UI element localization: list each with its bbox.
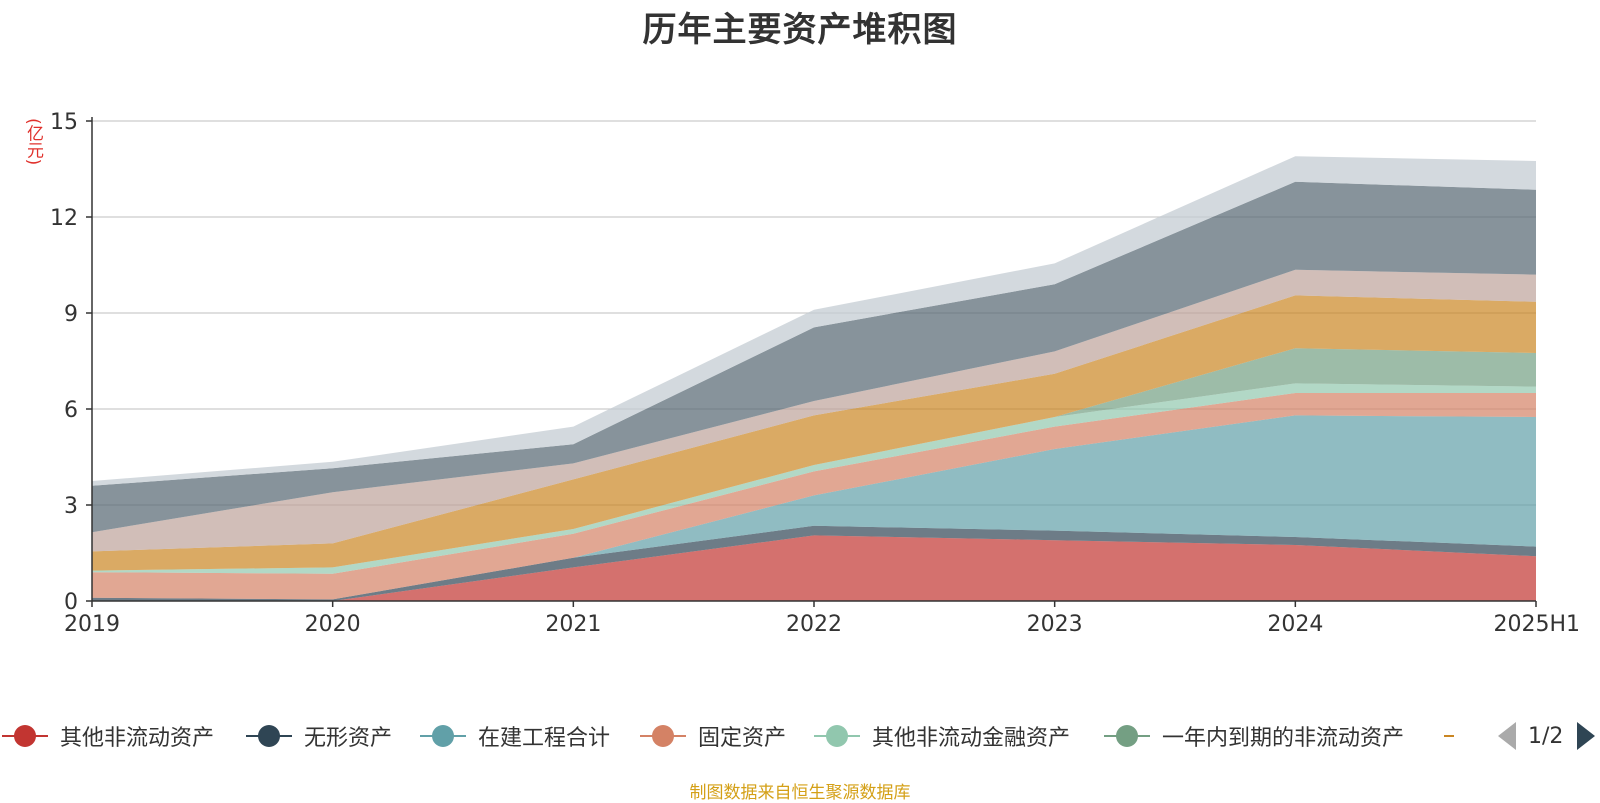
series-area-9 <box>92 156 1536 486</box>
legend-label: 一年内到期的非流动资产 <box>1162 726 1405 751</box>
x-tick-label: 2023 <box>1027 612 1083 637</box>
x-tick-label: 2025H1 <box>1493 612 1580 637</box>
stacked-area-chart: 0 3 6 9 12 15 2019 2020 2021 2022 2023 2024 2025H1 <box>50 110 1580 637</box>
series-area-3 <box>92 393 1536 600</box>
legend-label: 无形资产 <box>304 726 393 751</box>
y-tick-label: 12 <box>50 206 78 231</box>
legend-item[interactable]: 其他非流动金融资产 <box>812 716 1070 756</box>
x-tick-label: 2022 <box>786 612 842 637</box>
chart-title: 历年主要资产堆积图 <box>642 10 958 50</box>
legend-label: 其他非流动金融资产 <box>872 726 1071 751</box>
y-tick-label: 3 <box>64 494 78 519</box>
legend-item[interactable]: 其他非流动资产 <box>0 716 214 756</box>
legend-marker-icon <box>0 716 50 756</box>
legend-item[interactable]: 一年内到期的非流动资产 <box>1102 716 1404 756</box>
y-tick-label: 0 <box>64 590 78 615</box>
series-area-5 <box>92 348 1536 571</box>
x-tick-label: 2020 <box>305 612 361 637</box>
legend-next-page-icon[interactable] <box>1577 722 1596 750</box>
legend-label: 在建工程合计 <box>478 726 611 751</box>
y-axis-unit-label: (亿元) <box>23 118 43 166</box>
legend-item[interactable] <box>1440 716 1462 756</box>
source-note: 制图数据来自恒生聚源数据库 <box>689 783 911 803</box>
y-tick-label: 15 <box>50 110 78 135</box>
series-area-6 <box>92 295 1536 571</box>
legend-label: 固定资产 <box>698 726 787 751</box>
legend-pager: 1/2 <box>1498 716 1596 756</box>
legend-marker-icon <box>638 716 688 756</box>
series-area-2 <box>92 415 1536 600</box>
y-tick-label: 6 <box>64 398 78 423</box>
legend-marker-icon <box>1102 716 1152 756</box>
legend-label: 其他非流动资产 <box>60 726 215 751</box>
chart-legend: 其他非流动资产 无形资产 在建工程合计 固定资产 其他非流动金融资产 一年内到期的非流动资… <box>0 716 1600 756</box>
legend-marker-icon <box>418 716 468 756</box>
legend-prev-page-icon[interactable] <box>1498 722 1516 750</box>
legend-marker-icon <box>244 716 294 756</box>
x-tick-label: 2019 <box>64 612 120 637</box>
x-tick-label: 2021 <box>545 612 601 637</box>
legend-page-indicator: 1/2 <box>1528 723 1564 749</box>
legend-item[interactable]: 无形资产 <box>244 716 392 756</box>
legend-marker-icon <box>1440 716 1462 756</box>
legend-marker-icon <box>812 716 862 756</box>
series-area-1 <box>92 525 1536 601</box>
legend-item[interactable]: 固定资产 <box>638 716 786 756</box>
legend-item[interactable]: 在建工程合计 <box>418 716 610 756</box>
series-area-7 <box>92 269 1536 552</box>
series-area-8 <box>92 181 1536 533</box>
y-tick-label: 9 <box>64 302 78 327</box>
x-tick-label: 2024 <box>1267 612 1323 637</box>
series-area-0 <box>92 535 1536 601</box>
